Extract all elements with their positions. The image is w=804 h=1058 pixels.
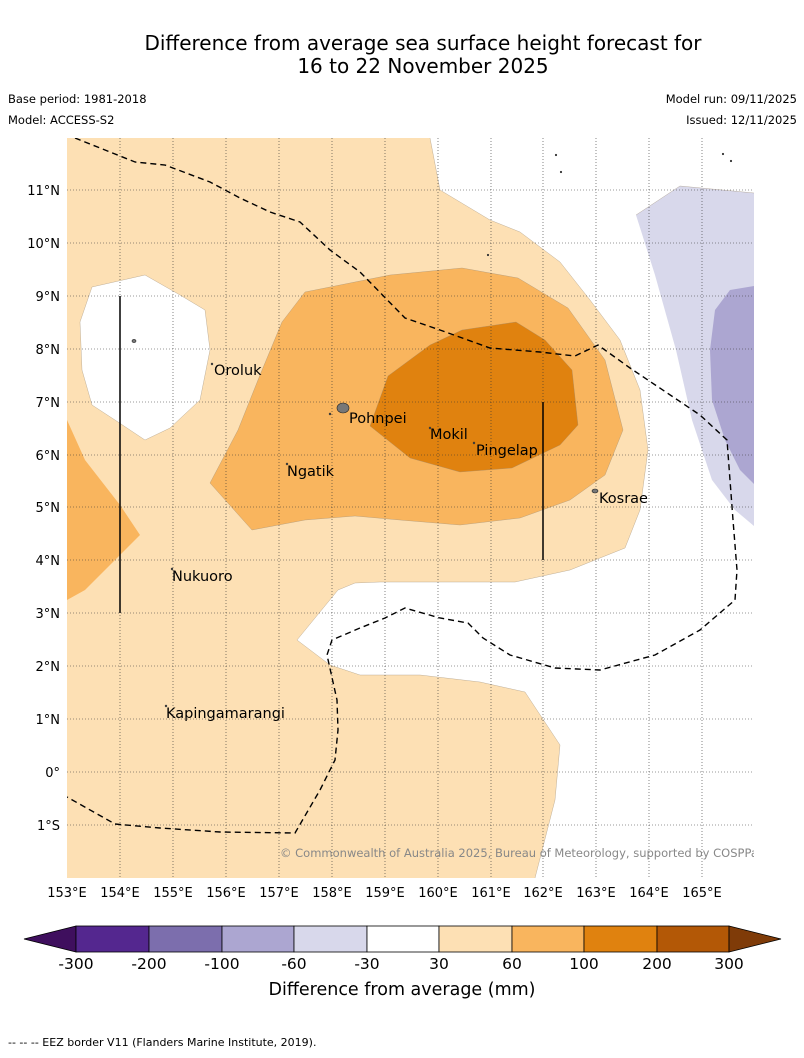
copyright-notice: © Commonwealth of Australia 2025, Bureau… [280,846,764,860]
map-area: Oroluk Pohnpei Mokil Pingelap Ngatik Kos… [67,138,764,878]
title-line-2: 16 to 22 November 2025 [297,54,549,78]
model-name: Model: ACCESS-S2 [8,113,115,127]
issued-date: Issued: 12/11/2025 [686,113,797,127]
place-ngatik: Ngatik [287,464,335,480]
place-nukuoro: Nukuoro [172,569,233,585]
anomaly-neutral-east [297,138,754,878]
lon-label: 158°E [312,886,352,901]
lon-label: 157°E [259,886,299,901]
colorbar-swatch [75,925,150,953]
colorbar-swatch [656,925,730,953]
colorbar-swatch [511,925,585,953]
lat-label: 10°N [27,237,60,252]
colorbar-extend-low [23,925,77,953]
colorbar-swatch [148,925,223,953]
colorbar-title: Difference from average (mm) [268,980,535,1000]
colorbar-tick: 200 [642,955,672,973]
colorbar-tick: 30 [429,955,449,973]
lon-label: 163°E [576,886,616,901]
lat-label: 1°N [36,713,61,728]
colorbar-extend-high [728,925,782,953]
lat-label: 5°N [36,501,61,516]
model-run: Model run: 09/11/2025 [665,92,797,106]
lon-label: 162°E [523,886,563,901]
lon-label: 154°E [100,886,140,901]
anomaly-neutral-west [80,275,210,440]
lat-label: 8°N [36,343,61,358]
colorbar-tick: 60 [502,955,522,973]
colorbar-swatch [366,925,440,953]
lat-label: 1°S [37,819,60,834]
lat-label: 3°N [36,607,61,622]
lat-label: 0° [45,766,60,781]
colorbar-swatch [293,925,368,953]
colorbar-swatch [583,925,658,953]
lon-label: 155°E [153,886,193,901]
colorbar-swatch [221,925,295,953]
colorbar-tick: -100 [204,955,239,973]
lon-label: 165°E [682,886,722,901]
colorbar-tick: 100 [569,955,599,973]
base-period: Base period: 1981-2018 [8,92,147,106]
anomaly-neg-30-60 [636,186,754,526]
lon-label: 156°E [206,886,246,901]
lon-label: 160°E [418,886,458,901]
colorbar: -300 -200 -100 -60 -30 30 60 100 200 300… [23,925,782,1000]
chart-title: Difference from average sea surface heig… [0,32,804,78]
anomaly-60-100-west [67,420,140,600]
colorbar-tick: -60 [281,955,306,973]
lat-label: 6°N [36,449,61,464]
place-kapingamarangi: Kapingamarangi [166,706,285,722]
place-pohnpei: Pohnpei [349,411,407,427]
place-mokil: Mokil [430,427,468,443]
lon-label: 164°E [629,886,669,901]
colorbar-tick: -30 [354,955,379,973]
lat-label: 9°N [36,290,61,305]
lat-label: 4°N [36,554,61,569]
colorbar-tick: -200 [131,955,166,973]
place-oroluk: Oroluk [214,363,262,379]
lat-label: 2°N [36,660,61,675]
lon-label: 153°E [47,886,87,901]
place-pingelap: Pingelap [476,443,538,459]
lat-label: 11°N [27,184,60,199]
colorbar-tick: -300 [58,955,93,973]
islands [131,152,733,708]
colorbar-tick: 300 [714,955,744,973]
lon-label: 161°E [471,886,511,901]
place-kosrae: Kosrae [599,491,648,507]
anomaly-neg-60-100 [710,286,754,484]
footer-note: -- -- -- EEZ border V11 (Flanders Marine… [8,1036,317,1049]
anomaly-100-200 [370,322,578,472]
colorbar-swatch [438,925,513,953]
title-line-1: Difference from average sea surface heig… [144,31,702,55]
lon-label: 159°E [365,886,405,901]
lat-label: 7°N [36,396,61,411]
